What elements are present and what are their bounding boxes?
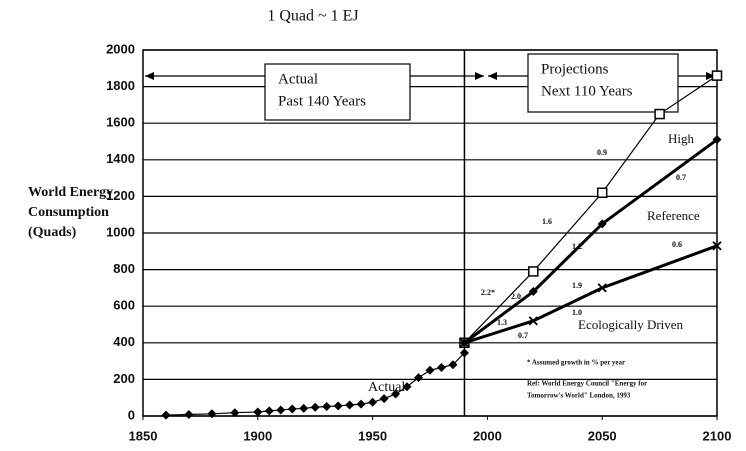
y-tick-label: 800 bbox=[113, 261, 135, 276]
data-point bbox=[459, 348, 469, 358]
y-tick-label: 600 bbox=[113, 298, 135, 313]
y-tick-label: 1800 bbox=[106, 78, 135, 93]
data-point bbox=[184, 410, 194, 420]
y-axis-label: Consumption bbox=[28, 205, 109, 220]
y-tick-label: 1000 bbox=[106, 224, 135, 239]
data-point bbox=[333, 401, 343, 411]
data-point bbox=[253, 407, 263, 417]
growth-label: 0.6 bbox=[672, 240, 682, 249]
box-text: Next 110 Years bbox=[541, 83, 633, 99]
x-tick-label: 2050 bbox=[588, 428, 617, 443]
data-point bbox=[712, 135, 722, 145]
arrow-head bbox=[145, 72, 154, 80]
data-point bbox=[379, 394, 389, 404]
data-point bbox=[276, 405, 286, 415]
x-tick-label: 1950 bbox=[358, 428, 387, 443]
growth-label: 1.9 bbox=[572, 281, 582, 290]
data-point bbox=[654, 108, 665, 120]
data-point bbox=[345, 400, 355, 410]
growth-label: 2.2* bbox=[481, 288, 495, 297]
data-point bbox=[368, 397, 378, 407]
data-point bbox=[712, 241, 722, 251]
growth-label: 1.0 bbox=[572, 308, 582, 317]
note: Ref: World Energy Council "Energy for bbox=[527, 380, 647, 388]
growth-label: 1.3 bbox=[497, 318, 507, 327]
label-box bbox=[527, 53, 679, 113]
arrow-head bbox=[706, 72, 715, 80]
box-text: Past 140 Years bbox=[278, 93, 366, 109]
growth-label: 1.6 bbox=[542, 217, 552, 226]
series-line bbox=[463, 138, 718, 345]
note: Tomorrow's World" London, 1993 bbox=[527, 392, 631, 400]
data-point bbox=[299, 403, 309, 413]
growth-label: 0.9 bbox=[597, 148, 607, 157]
data-point bbox=[402, 382, 412, 392]
data-point bbox=[207, 409, 217, 419]
series-label: Actual bbox=[368, 380, 405, 395]
y-tick-label: 0 bbox=[128, 407, 135, 422]
series-line bbox=[463, 244, 718, 345]
y-tick-label: 400 bbox=[113, 334, 135, 349]
y-tick-label: 2000 bbox=[106, 41, 135, 56]
data-point bbox=[711, 70, 723, 81]
series-label: Reference bbox=[647, 208, 700, 223]
data-point bbox=[414, 373, 424, 383]
data-point bbox=[310, 402, 320, 412]
arrow-head bbox=[488, 72, 497, 80]
x-tick-label: 2000 bbox=[473, 428, 502, 443]
data-point bbox=[264, 406, 274, 416]
data-point bbox=[528, 266, 539, 277]
label-box bbox=[264, 63, 411, 121]
arrow-head bbox=[475, 72, 484, 80]
series-label: Ecologically Driven bbox=[578, 317, 684, 332]
data-point bbox=[161, 410, 171, 420]
series-label: High bbox=[668, 131, 695, 146]
growth-label: 1.2 bbox=[572, 242, 582, 251]
data-point bbox=[230, 408, 240, 418]
box-text: Projections bbox=[541, 61, 609, 77]
y-tick-label: 1200 bbox=[106, 188, 135, 203]
growth-label: 0.7 bbox=[518, 331, 528, 340]
data-point bbox=[322, 401, 332, 411]
data-point bbox=[287, 404, 297, 414]
box-text: Actual bbox=[278, 71, 318, 87]
data-point bbox=[436, 363, 446, 373]
data-point bbox=[528, 316, 538, 326]
y-tick-label: 1400 bbox=[106, 151, 135, 166]
data-point bbox=[391, 389, 401, 399]
y-tick-label: 200 bbox=[113, 371, 135, 386]
data-point bbox=[528, 287, 538, 297]
data-point bbox=[448, 360, 458, 370]
growth-label: 0.7 bbox=[676, 173, 686, 182]
y-axis-label: (Quads) bbox=[28, 225, 77, 240]
data-point bbox=[425, 365, 435, 375]
plot-frame bbox=[142, 49, 718, 417]
data-point bbox=[597, 283, 607, 293]
y-tick-label: 1600 bbox=[106, 115, 135, 130]
data-point bbox=[459, 338, 470, 348]
growth-label: 2.0 bbox=[511, 292, 521, 301]
data-point bbox=[597, 219, 607, 229]
data-point bbox=[356, 399, 366, 409]
x-tick-label: 1850 bbox=[129, 428, 158, 443]
chart-title: 1 Quad ~ 1 EJ bbox=[267, 8, 358, 25]
note: * Assumed growth in % per year bbox=[527, 359, 625, 367]
x-tick-label: 1900 bbox=[243, 428, 272, 443]
data-point bbox=[596, 187, 608, 198]
x-tick-label: 2100 bbox=[703, 428, 732, 443]
y-axis-label: World Energy bbox=[28, 185, 113, 200]
